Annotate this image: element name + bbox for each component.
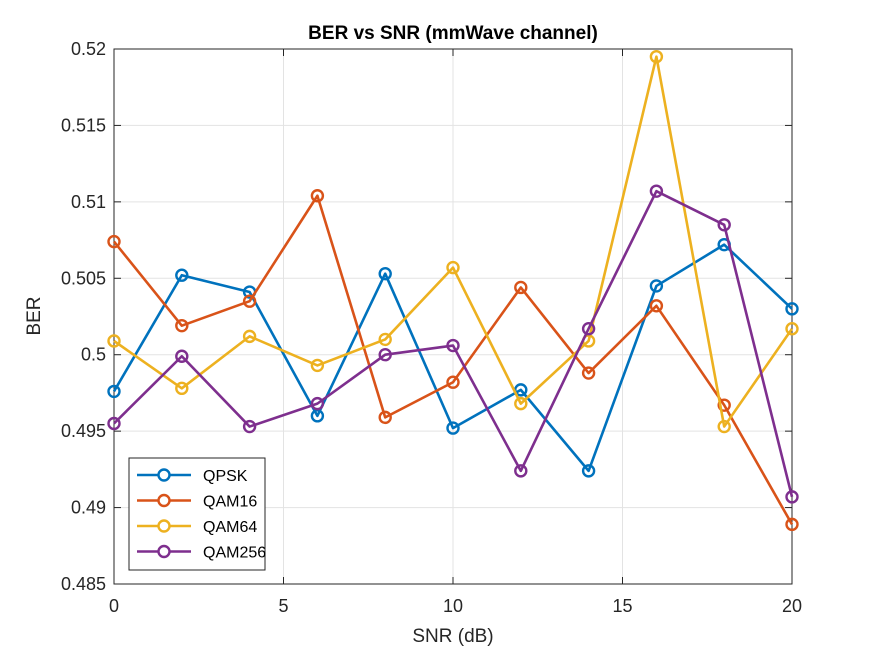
data-point-qam16 bbox=[649, 299, 664, 313]
x-tick-label: 10 bbox=[443, 596, 463, 616]
series-qpsk bbox=[107, 237, 799, 478]
data-point-qam64 bbox=[310, 358, 325, 373]
data-point-qpsk bbox=[581, 464, 596, 478]
series-qam256 bbox=[107, 184, 799, 504]
data-point-qpsk bbox=[107, 384, 121, 399]
series-line-qam64 bbox=[113, 55, 794, 428]
chart-title: BER vs SNR (mmWave channel) bbox=[308, 23, 598, 44]
data-point-qpsk bbox=[649, 279, 664, 293]
data-point-qam256 bbox=[514, 464, 528, 478]
data-point-qam64 bbox=[717, 419, 731, 434]
data-point-qam64 bbox=[175, 381, 189, 396]
data-point-qam16 bbox=[175, 318, 189, 333]
data-point-qam256 bbox=[785, 490, 799, 504]
legend-label: QPSK bbox=[203, 468, 248, 485]
data-point-qam16 bbox=[107, 234, 121, 249]
data-point-qam64 bbox=[514, 396, 528, 411]
legend-swatch-marker bbox=[157, 468, 171, 482]
data-point-qam64 bbox=[107, 334, 121, 348]
series-qam16 bbox=[107, 189, 799, 532]
legend-swatch-marker bbox=[157, 493, 171, 508]
data-point-qam256 bbox=[717, 218, 731, 232]
series-qam64 bbox=[107, 49, 799, 434]
y-tick-label: 0.515 bbox=[61, 115, 106, 135]
y-tick-label: 0.485 bbox=[61, 574, 106, 594]
data-point-qam16 bbox=[717, 398, 731, 412]
x-tick-label: 0 bbox=[109, 596, 119, 616]
x-tick-label: 20 bbox=[782, 596, 802, 616]
legend-item-qam16: QAM16 bbox=[137, 494, 257, 511]
series-line-qam256 bbox=[113, 189, 794, 498]
y-tick-label: 0.52 bbox=[71, 39, 106, 59]
axis-ticks: 0 5 10 15 20 0.485 0.49 0.495 0.5 0.505 0.51 0.515 0… bbox=[61, 39, 802, 616]
series-line-qpsk bbox=[112, 243, 793, 473]
y-axis-label: BER bbox=[24, 296, 45, 335]
data-point-qam256 bbox=[581, 322, 596, 336]
y-tick-label: 0.505 bbox=[61, 268, 106, 288]
data-point-qam16 bbox=[785, 517, 799, 532]
data-point-qpsk bbox=[378, 267, 392, 281]
data-point-qam64 bbox=[446, 260, 460, 275]
x-axis-label: SNR (dB) bbox=[412, 626, 493, 647]
data-point-qam256 bbox=[446, 338, 460, 353]
legend-label: QAM16 bbox=[203, 494, 257, 511]
data-point-qpsk bbox=[446, 421, 460, 435]
data-point-qam64 bbox=[242, 329, 257, 344]
data-point-qam256 bbox=[175, 349, 189, 363]
data-point-qpsk bbox=[175, 268, 189, 282]
data-point-qpsk bbox=[310, 409, 325, 423]
data-point-qam16 bbox=[446, 375, 460, 389]
data-point-qam16 bbox=[514, 280, 528, 295]
x-tick-label: 5 bbox=[278, 596, 288, 616]
y-tick-label: 0.5 bbox=[81, 345, 106, 365]
data-point-qam16 bbox=[378, 410, 392, 425]
data-point-qam64 bbox=[378, 332, 392, 347]
x-tick-label: 15 bbox=[612, 596, 632, 616]
legend: QPSK QAM16 QAM64 QAM256 bbox=[128, 457, 266, 571]
legend-item-qpsk: QPSK bbox=[137, 468, 248, 485]
series-line-qam16 bbox=[112, 194, 794, 526]
y-tick-label: 0.49 bbox=[71, 498, 106, 518]
data-point-qam256 bbox=[107, 416, 121, 431]
data-point-qam64 bbox=[649, 49, 664, 64]
data-point-qpsk bbox=[785, 302, 799, 316]
legend-item-qam256: QAM256 bbox=[137, 545, 266, 562]
y-tick-label: 0.495 bbox=[61, 421, 106, 441]
legend-swatch-marker bbox=[157, 544, 171, 559]
series-group bbox=[107, 49, 799, 532]
legend-swatch-marker bbox=[157, 519, 171, 533]
legend-label: QAM256 bbox=[203, 545, 266, 562]
data-point-qam256 bbox=[310, 396, 325, 411]
data-point-qam256 bbox=[649, 184, 664, 198]
legend-label: QAM64 bbox=[203, 519, 257, 536]
y-tick-label: 0.51 bbox=[71, 192, 106, 212]
plot-box bbox=[113, 48, 793, 585]
data-point-qam16 bbox=[242, 294, 257, 308]
data-point-qam256 bbox=[242, 419, 257, 434]
data-point-qam64 bbox=[785, 322, 799, 336]
legend-item-qam64: QAM64 bbox=[137, 519, 257, 536]
data-point-qam16 bbox=[581, 366, 596, 380]
data-point-qam16 bbox=[310, 189, 325, 203]
data-point-qam256 bbox=[378, 348, 392, 362]
